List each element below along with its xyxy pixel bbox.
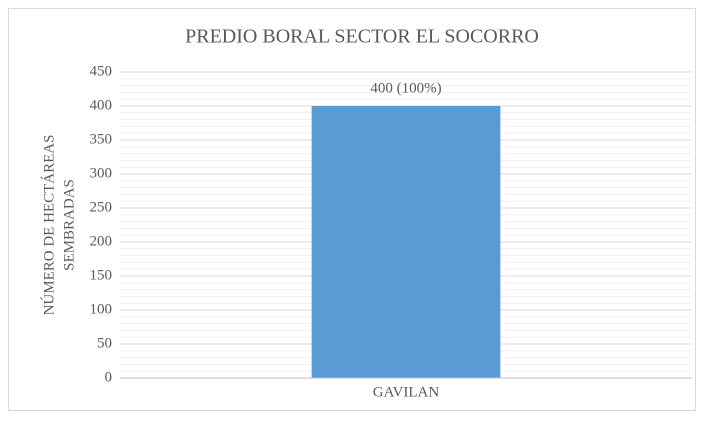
y-tick-label: 200 [90, 233, 113, 249]
y-axis-label: SEMBRADAS [61, 179, 77, 271]
y-tick-label: 150 [90, 267, 113, 283]
y-tick-label: 300 [90, 165, 113, 181]
chart-title: PREDIO BORAL SECTOR EL SOCORRO [185, 26, 539, 48]
y-tick-label: 0 [105, 369, 113, 385]
y-tick-label: 50 [97, 335, 112, 351]
y-tick-label: 400 [90, 97, 113, 113]
y-tick-label: 100 [90, 301, 113, 317]
x-tick-label: GAVILAN [373, 384, 440, 400]
y-tick-label: 350 [90, 131, 113, 147]
y-tick-label: 250 [90, 199, 113, 215]
y-tick-label: 450 [90, 63, 113, 79]
bar [311, 106, 501, 378]
y-axis-label: NÚMERO DE HECTÁREAS [40, 135, 57, 316]
data-label: 400 (100%) [370, 80, 441, 96]
